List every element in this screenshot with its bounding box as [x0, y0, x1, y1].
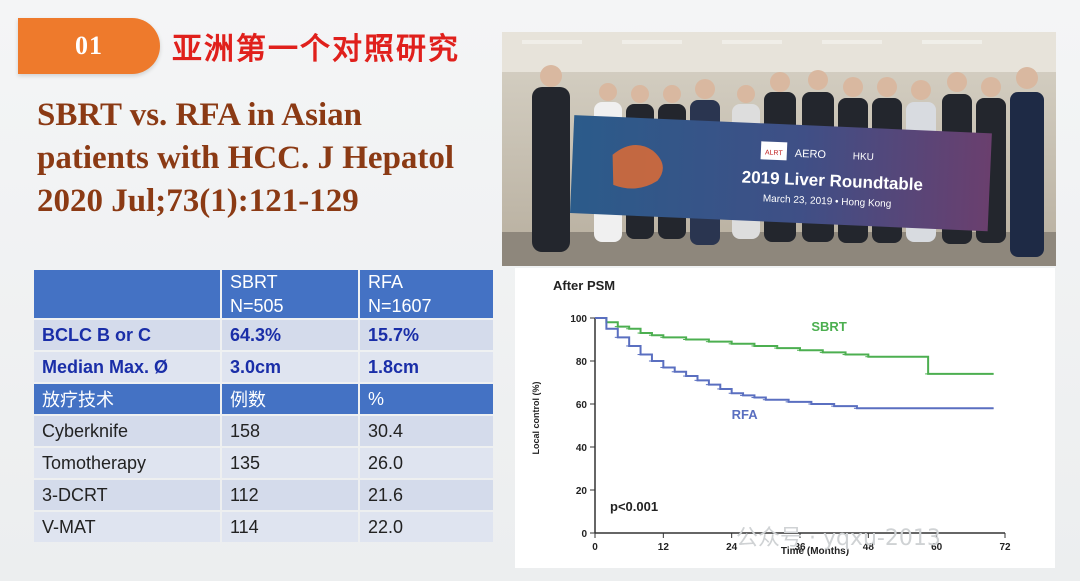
x-tick-label: 72: [999, 542, 1011, 553]
row-rfa: 15.7%: [360, 320, 493, 350]
header-cell-sbrt: SBRT N=505: [222, 270, 358, 318]
chart-axes: 0 20 40 60 80 100 0 12 24 36 48 60 72: [570, 314, 1011, 553]
tech-cell: 3-DCRT: [34, 480, 220, 510]
header-cell-rfa: RFA N=1607: [360, 270, 493, 318]
row-sbrt: 3.0cm: [222, 352, 358, 382]
x-tick-label: 12: [658, 542, 670, 553]
header-sbrt-n: N=505: [230, 296, 284, 316]
tech-cell: Cyberknife: [34, 416, 220, 446]
table-row: V-MAT 114 22.0: [34, 512, 493, 542]
row-sbrt: 64.3%: [222, 320, 358, 350]
pct-cell: 26.0: [360, 448, 493, 478]
p-value-annotation: p<0.001: [610, 499, 658, 514]
chart-series: SBRT RFA: [595, 317, 994, 422]
table-row: BCLC B or C 64.3% 15.7%: [34, 320, 493, 350]
pct-cell: 30.4: [360, 416, 493, 446]
series-line-rfa: [595, 317, 994, 410]
header-rfa-n: N=1607: [368, 296, 432, 316]
y-tick-label: 40: [576, 443, 588, 454]
count-cell: 114: [222, 512, 358, 542]
table-header-row: SBRT N=505 RFA N=1607: [34, 270, 493, 318]
row-rfa: 1.8cm: [360, 352, 493, 382]
y-axis-label: Local control (%): [531, 381, 541, 454]
series-label-rfa: RFA: [732, 407, 759, 422]
x-tick-label: 24: [726, 542, 738, 553]
y-tick-label: 0: [581, 529, 587, 540]
header-sbrt-label: SBRT: [230, 272, 278, 292]
watermark: 公众号 · yqxu-2013: [736, 526, 941, 551]
pct-cell: 22.0: [360, 512, 493, 542]
row-label: BCLC B or C: [34, 320, 220, 350]
group-photo-illustration: ALRT AERO HKU 2019 Liver Roundtable Marc…: [502, 32, 1056, 266]
y-tick-label: 80: [576, 357, 588, 368]
section-number: 01: [75, 31, 103, 60]
subheader-pct: %: [360, 384, 493, 414]
subheader-count: 例数: [222, 384, 358, 414]
count-cell: 158: [222, 416, 358, 446]
citation-line: 2020 Jul;73(1):121-129: [37, 183, 359, 219]
x-tick-label: 48: [863, 542, 875, 553]
km-chart-panel: After PSM Local control (%) Time (Months…: [515, 268, 1055, 568]
citation: SBRT vs. RFA in Asian patients with HCC.…: [37, 94, 507, 223]
pct-cell: 21.6: [360, 480, 493, 510]
y-tick-label: 60: [576, 400, 588, 411]
aero-logo: AERO: [795, 148, 827, 161]
roundtable-banner: ALRT AERO HKU 2019 Liver Roundtable Marc…: [570, 115, 992, 232]
y-tick-label: 100: [570, 314, 587, 325]
subheader-tech: 放疗技术: [34, 384, 220, 414]
count-cell: 135: [222, 448, 358, 478]
table-row: Tomotherapy 135 26.0: [34, 448, 493, 478]
table-row: Median Max. Ø 3.0cm 1.8cm: [34, 352, 493, 382]
hku-logo: HKU: [852, 151, 874, 163]
chart-title: After PSM: [553, 278, 615, 293]
series-label-sbrt: SBRT: [811, 319, 846, 334]
y-tick-label: 20: [576, 486, 588, 497]
citation-line: patients with HCC. J Hepatol: [37, 140, 455, 176]
header-cell: [34, 270, 220, 318]
section-badge: 01: [18, 18, 160, 74]
row-label: Median Max. Ø: [34, 352, 220, 382]
slide-heading: 亚洲第一个对照研究: [172, 32, 460, 67]
alrt-logo: ALRT: [765, 149, 784, 157]
x-axis-label: Time (Months): [781, 546, 849, 557]
group-photo: ALRT AERO HKU 2019 Liver Roundtable Marc…: [502, 32, 1056, 266]
tech-cell: V-MAT: [34, 512, 220, 542]
comparison-table: SBRT N=505 RFA N=1607 BCLC B or C 64.3% 15…: [32, 268, 495, 544]
tech-cell: Tomotherapy: [34, 448, 220, 478]
km-chart: After PSM Local control (%) Time (Months…: [515, 268, 1055, 568]
citation-line: SBRT vs. RFA in Asian: [37, 97, 362, 133]
series-line-sbrt: [595, 317, 994, 375]
table-row: Cyberknife 158 30.4: [34, 416, 493, 446]
x-tick-label: 36: [794, 542, 806, 553]
header-rfa-label: RFA: [368, 272, 404, 292]
x-tick-label: 0: [592, 542, 598, 553]
x-tick-label: 60: [931, 542, 943, 553]
count-cell: 112: [222, 480, 358, 510]
table-row: 3-DCRT 112 21.6: [34, 480, 493, 510]
table-subheader-row: 放疗技术 例数 %: [34, 384, 493, 414]
